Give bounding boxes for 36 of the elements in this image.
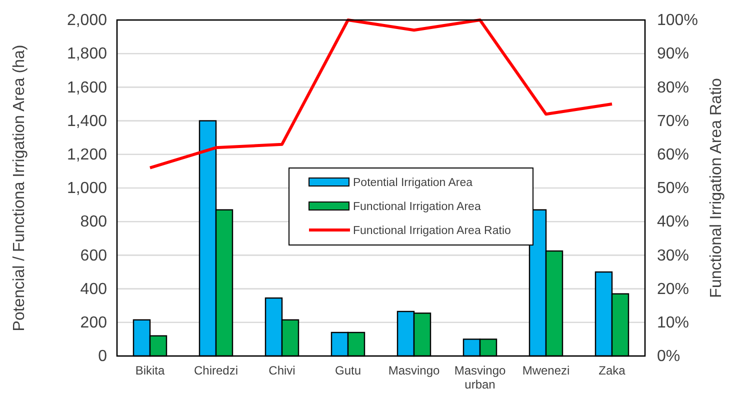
y-tick-label: 0	[98, 348, 108, 366]
x-tick-label: Zaka	[598, 364, 626, 378]
x-tick-label: Mwenezi	[522, 364, 570, 378]
y2-tick-label: 10%	[657, 314, 690, 332]
legend-label: Potential Irrigation Area	[353, 177, 474, 189]
y2-tick-label: 60%	[657, 146, 690, 164]
legend-label: Functional Irrigation Area Ratio	[353, 225, 511, 237]
y-tick-label: 200	[80, 314, 108, 332]
y-tick-label: 2,000	[66, 12, 108, 30]
x-tick-label: Bikita	[135, 364, 165, 378]
y-tick-label: 800	[80, 214, 108, 231]
y2-axis-title: Functional Irrigation Area Ratio	[708, 78, 725, 298]
y-tick-label: 600	[80, 247, 108, 264]
y-tick-label: 1,600	[66, 79, 108, 96]
y2-tick-label: 70%	[657, 112, 690, 130]
y2-tick-label: 80%	[657, 79, 690, 96]
y-tick-label: 1,200	[66, 146, 108, 164]
y-tick-label: 1,000	[66, 180, 108, 198]
y2-tick-label: 50%	[657, 180, 690, 198]
y-tick-label: 400	[80, 280, 108, 298]
y2-tick-label: 0%	[657, 348, 680, 366]
legend-label: Functional Irrigation Area	[353, 201, 482, 213]
x-tick-label: Chivi	[268, 364, 296, 378]
x-tick-label: Masvingo urban	[454, 364, 506, 392]
y2-tick-label: 30%	[657, 247, 690, 264]
x-tick-label: Chiredzi	[194, 364, 238, 378]
y-tick-label: 1,800	[66, 46, 108, 63]
y-axis-title: Potencial / Functiona Irrigation Area (ha)	[11, 44, 28, 332]
y2-tick-label: 100%	[657, 12, 698, 30]
line-series	[148, 18, 614, 170]
x-tick-label: Masvingo	[388, 364, 440, 378]
y2-tick-label: 90%	[657, 46, 690, 63]
y2-tick-label: 20%	[657, 280, 690, 298]
y2-tick-label: 40%	[657, 214, 690, 231]
y-tick-label: 1,400	[66, 112, 108, 130]
x-tick-label: Gutu	[334, 364, 362, 378]
